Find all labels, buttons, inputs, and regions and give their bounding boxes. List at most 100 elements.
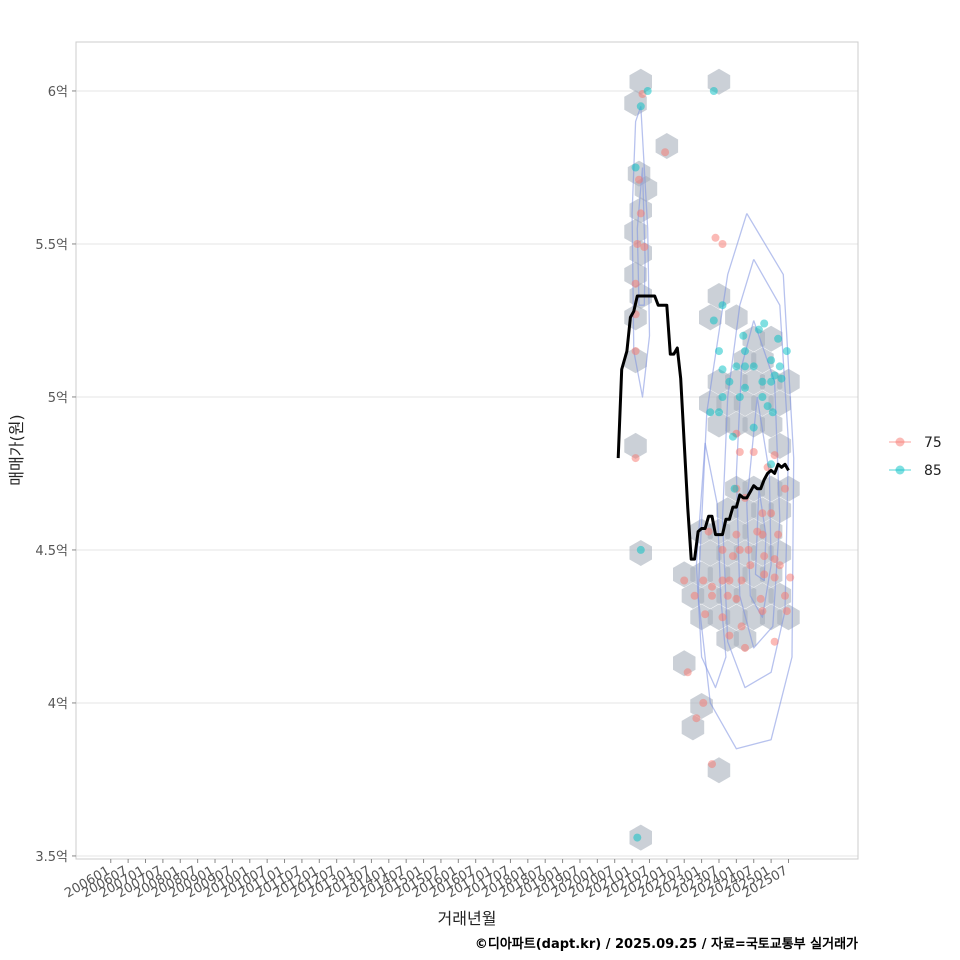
point-75 xyxy=(690,591,699,600)
point-85 xyxy=(774,334,783,343)
point-75 xyxy=(633,240,642,248)
point-85 xyxy=(732,362,741,371)
density-contour xyxy=(754,488,767,582)
point-85 xyxy=(770,371,779,380)
point-75 xyxy=(775,561,784,570)
point-75 xyxy=(704,527,713,536)
point-85 xyxy=(768,408,777,417)
point-85 xyxy=(741,383,749,392)
point-85 xyxy=(758,377,767,386)
y-tick-label: 5억 xyxy=(48,391,68,406)
point-85 xyxy=(777,374,786,383)
point-75 xyxy=(636,209,645,218)
point-75 xyxy=(725,631,734,640)
hexbin-cell xyxy=(759,475,783,502)
point-75 xyxy=(741,643,749,652)
hexbin-cell xyxy=(624,218,647,245)
hexbin-cell xyxy=(699,390,722,417)
point-75 xyxy=(718,240,727,248)
point-75 xyxy=(744,545,753,554)
point-75 xyxy=(753,527,762,536)
point-85 xyxy=(767,356,776,365)
plot-border xyxy=(75,41,859,860)
legend-label-75: 75 xyxy=(924,435,942,451)
point-85 xyxy=(749,362,758,371)
point-85 xyxy=(758,393,767,401)
point-75 xyxy=(640,243,649,251)
y-tick-label: 6억 xyxy=(48,85,68,100)
hexbin-cell xyxy=(673,561,696,588)
density-contour xyxy=(697,213,795,750)
point-75 xyxy=(774,530,783,539)
point-75 xyxy=(635,175,643,184)
point-75 xyxy=(746,561,755,570)
y-axis-title: 매매가(원) xyxy=(7,414,26,485)
point-85 xyxy=(636,545,645,554)
point-75 xyxy=(760,570,769,579)
point-75 xyxy=(756,594,765,603)
point-85 xyxy=(741,347,749,356)
point-85 xyxy=(643,87,652,95)
point-85 xyxy=(739,331,748,340)
point-85 xyxy=(709,87,718,95)
point-75 xyxy=(758,607,767,616)
source-caption: ©디아파트(dapt.kr) / 2025.09.25 / 자료=국토교통부 실… xyxy=(475,936,858,952)
point-85 xyxy=(725,377,734,386)
point-75 xyxy=(661,148,670,157)
point-75 xyxy=(737,622,746,631)
point-75 xyxy=(749,448,758,456)
point-75 xyxy=(708,582,716,591)
point-75 xyxy=(692,714,701,723)
point-75 xyxy=(760,552,769,561)
point-75 xyxy=(728,552,737,561)
legend: 75 85 xyxy=(889,435,942,479)
point-85 xyxy=(754,325,763,334)
y-tick-label: 3.5억 xyxy=(35,850,68,865)
point-85 xyxy=(767,460,776,469)
points-layer xyxy=(631,87,795,842)
point-85 xyxy=(730,484,739,493)
hexbin-cell xyxy=(707,411,731,438)
hexbin-cell xyxy=(690,604,713,631)
density-contour xyxy=(721,258,790,689)
point-75 xyxy=(699,576,708,585)
hexbin-cell xyxy=(759,325,783,352)
point-75 xyxy=(781,484,789,493)
point-75 xyxy=(680,576,689,585)
point-75 xyxy=(737,576,746,585)
point-75 xyxy=(735,448,744,456)
density-contour xyxy=(695,442,727,689)
hexbin-cell xyxy=(699,540,722,566)
y-tick-label: 4억 xyxy=(48,697,68,712)
point-75 xyxy=(699,698,708,707)
point-75 xyxy=(631,347,640,356)
point-75 xyxy=(631,454,640,463)
point-75 xyxy=(786,573,795,582)
point-85 xyxy=(631,163,640,172)
point-75 xyxy=(758,509,767,518)
grid xyxy=(76,90,858,857)
point-85 xyxy=(709,316,718,325)
point-85 xyxy=(763,402,772,411)
point-85 xyxy=(741,362,749,371)
point-75 xyxy=(770,555,779,564)
density-contour xyxy=(735,320,781,649)
point-75 xyxy=(781,591,789,600)
point-75 xyxy=(782,607,791,616)
trend-line xyxy=(616,294,790,561)
hexbin-cell xyxy=(624,261,647,288)
point-75 xyxy=(708,591,716,600)
hexbin-cell xyxy=(733,625,757,652)
legend-marker-85 xyxy=(895,465,905,475)
point-85 xyxy=(728,432,737,441)
point-85 xyxy=(760,319,769,328)
point-75 xyxy=(770,451,779,460)
point-85 xyxy=(715,347,723,356)
point-75 xyxy=(735,545,744,554)
point-85 xyxy=(718,393,727,401)
point-75 xyxy=(708,760,716,769)
point-75 xyxy=(767,509,776,518)
legend-label-85: 85 xyxy=(924,463,942,479)
